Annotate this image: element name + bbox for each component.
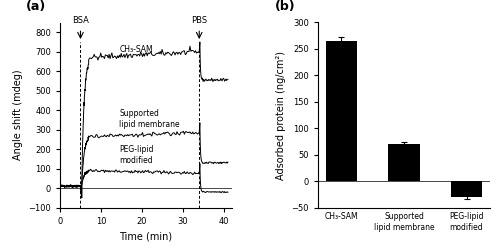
Bar	[326, 41, 357, 181]
Text: Supported
lipid membrane: Supported lipid membrane	[120, 109, 180, 128]
Text: (a): (a)	[26, 0, 46, 12]
Y-axis label: Adsorbed protein (ng/cm²): Adsorbed protein (ng/cm²)	[276, 50, 286, 180]
Y-axis label: Angle shift (mdeg): Angle shift (mdeg)	[12, 70, 22, 160]
Text: PBS: PBS	[191, 16, 208, 26]
Text: (b): (b)	[275, 0, 295, 12]
Text: CH₃-SAM: CH₃-SAM	[120, 45, 153, 54]
Bar	[451, 181, 482, 197]
Text: BSA: BSA	[72, 16, 89, 26]
Bar	[388, 144, 420, 181]
Text: PEG-lipid
modified: PEG-lipid modified	[120, 145, 154, 165]
X-axis label: Time (min): Time (min)	[120, 231, 172, 241]
